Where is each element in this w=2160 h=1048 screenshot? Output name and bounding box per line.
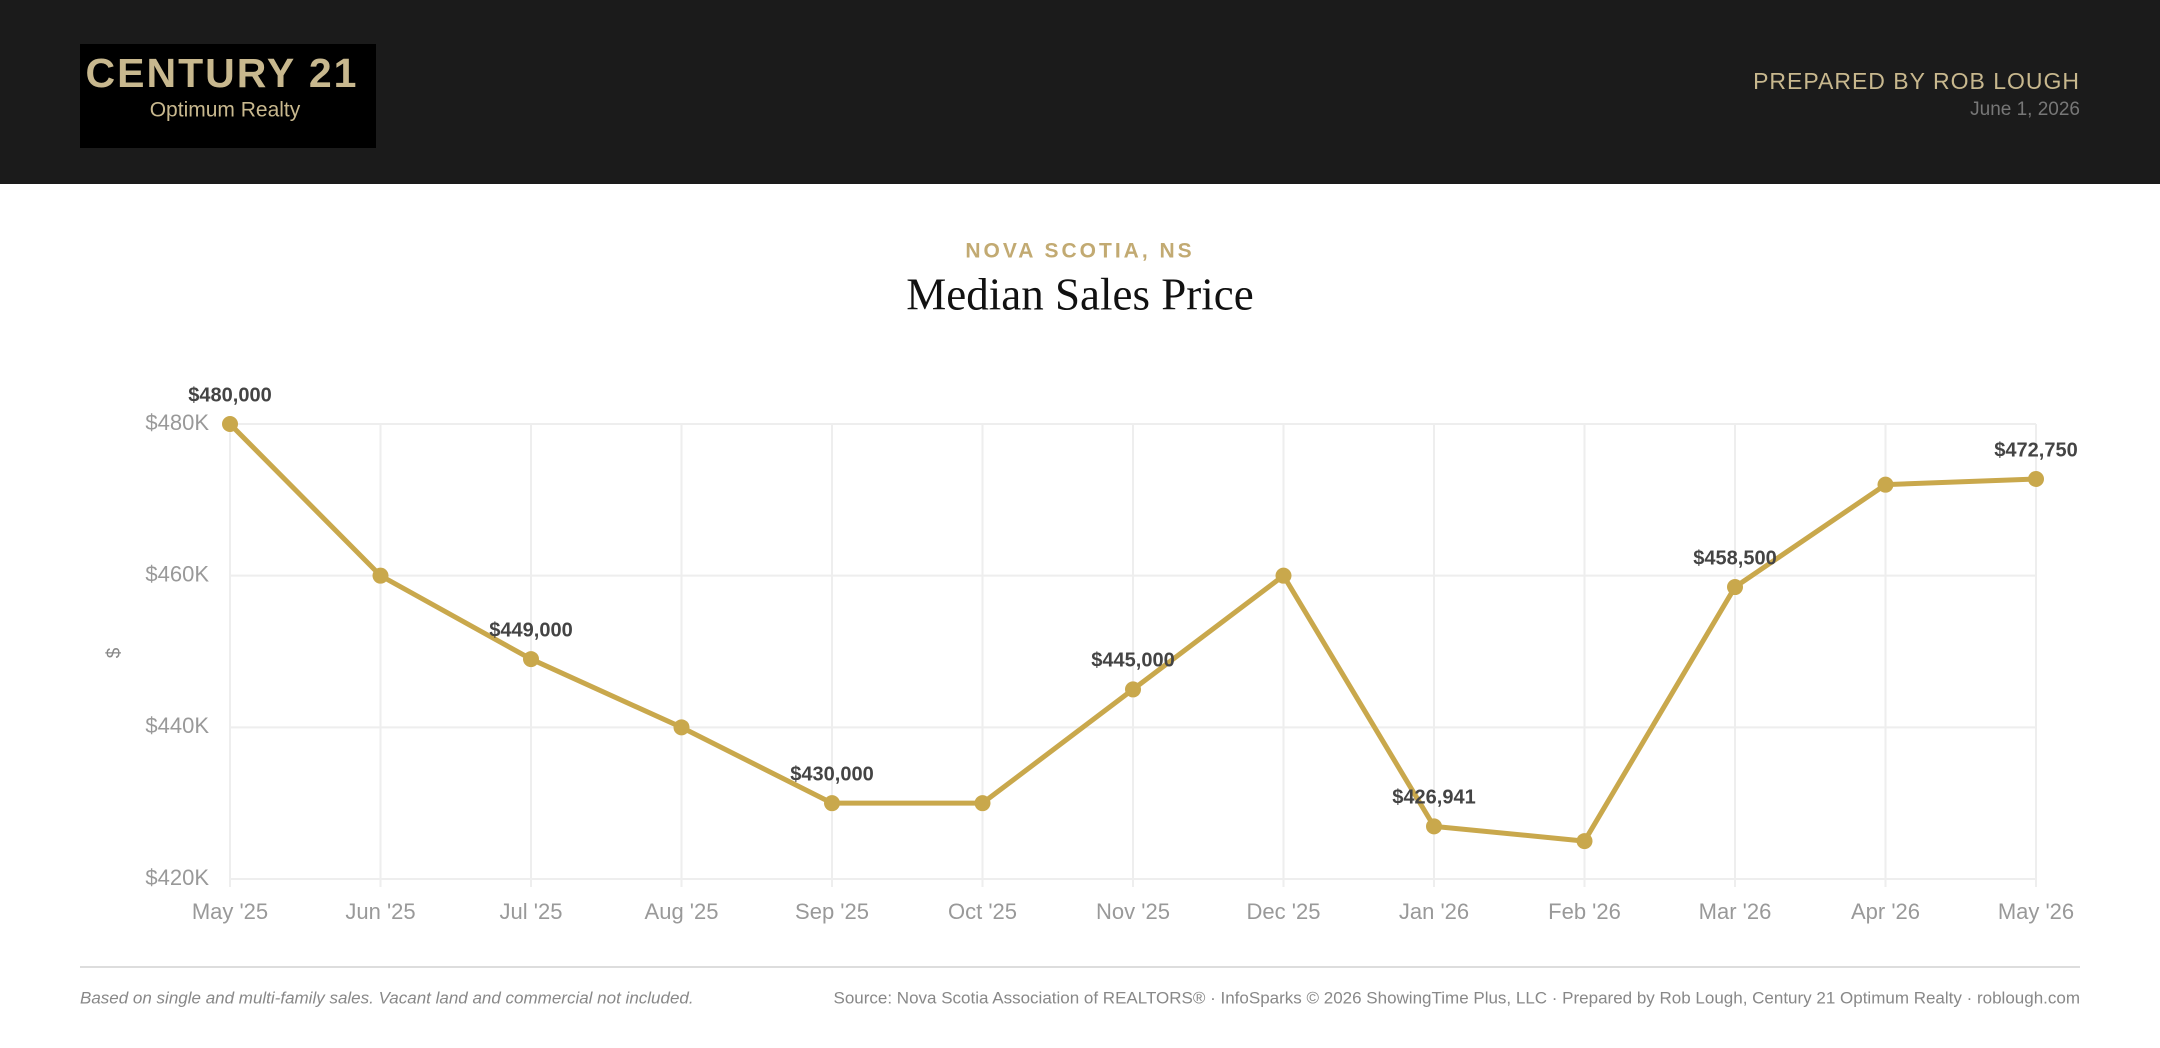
x-tick-label: Jan '26: [1399, 899, 1469, 924]
point: [372, 567, 389, 584]
chart-subtitle: NOVA SCOTIA, NS: [965, 240, 1194, 263]
prepared-by: PREPARED BY ROB LOUGH: [1753, 68, 2080, 94]
point: [1125, 681, 1141, 698]
x-tick-label: May '26: [1998, 899, 2074, 924]
point: [1275, 567, 1292, 584]
footnote: Based on single and multi-family sales. …: [80, 988, 694, 1007]
x-tick-label: May '25: [192, 899, 268, 924]
chart-title: Median Sales Price: [906, 269, 1253, 319]
point: [1877, 476, 1894, 493]
point: [523, 651, 539, 668]
office: Optimum Realty: [150, 99, 301, 122]
point: [824, 795, 840, 812]
x-tick-label: Mar '26: [1699, 899, 1772, 924]
x-tick-label: Oct '25: [948, 899, 1017, 924]
data-label: $458,500: [1693, 547, 1776, 569]
data-label: $480,000: [188, 384, 271, 406]
data-label: $430,000: [790, 763, 873, 785]
x-tick-label: Jun '25: [345, 899, 415, 924]
point: [1426, 818, 1442, 835]
logo-box: [80, 44, 376, 148]
y-tick-label: $460K: [145, 561, 209, 586]
point: [974, 795, 991, 812]
x-tick-label: Dec '25: [1247, 899, 1321, 924]
brand: CENTURY 21: [86, 50, 359, 96]
x-tick-label: Apr '26: [1851, 899, 1920, 924]
x-tick-label: Feb '26: [1548, 899, 1621, 924]
point: [222, 416, 238, 432]
x-tick-label: Nov '25: [1096, 899, 1170, 924]
y-tick-label: $420K: [145, 865, 209, 890]
source: Source: Nova Scotia Association of REALT…: [834, 988, 2081, 1007]
data-label: $445,000: [1091, 650, 1174, 672]
point: [673, 719, 690, 736]
y-tick-label: $440K: [145, 713, 209, 738]
point: [1727, 579, 1743, 596]
data-label: $472,750: [1994, 439, 2077, 461]
date: June 1, 2026: [1970, 99, 2080, 120]
x-tick-label: Jul '25: [500, 899, 563, 924]
x-tick-label: Sep '25: [795, 899, 869, 924]
x-tick-label: Aug '25: [645, 899, 719, 924]
point: [1576, 833, 1593, 850]
data-label: $426,941: [1392, 787, 1475, 809]
data-label: $449,000: [489, 619, 572, 641]
y-axis-label: $: [104, 647, 125, 658]
point: [2028, 470, 2044, 487]
y-tick-label: $480K: [145, 410, 209, 435]
